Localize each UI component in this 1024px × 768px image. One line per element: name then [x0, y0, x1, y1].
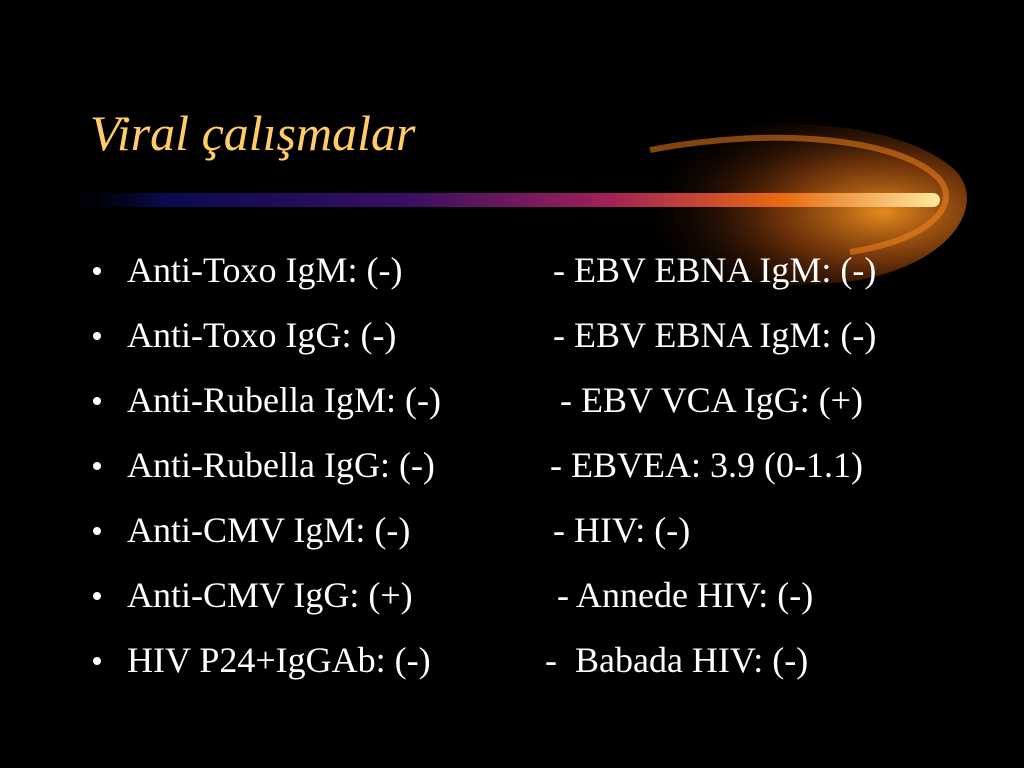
- swoosh-edge: [649, 134, 949, 255]
- bullet: [93, 527, 101, 535]
- bullet: [93, 592, 101, 600]
- item-left: Anti-Rubella IgM: (-): [127, 380, 441, 420]
- item-left: Anti-Toxo IgM: (-): [127, 250, 402, 290]
- item-right: - EBV VCA IgG: (+): [560, 380, 863, 420]
- bullet: [93, 397, 101, 405]
- item-right: - EBV EBNA IgM: (-): [553, 250, 876, 290]
- item-left: HIV P24+IgGAb: (-): [127, 640, 431, 680]
- item-left: Anti-Rubella IgG: (-): [127, 445, 435, 485]
- item-left: Anti-CMV IgG: (+): [127, 575, 413, 615]
- item-left: Anti-Toxo IgG: (-): [127, 315, 396, 355]
- bullet: [93, 657, 101, 665]
- item-right: - EBV EBNA IgM: (-): [553, 315, 876, 355]
- item-right: - Babada HIV: (-): [545, 640, 808, 680]
- beam: [60, 193, 940, 207]
- item-right: - EBVEA: 3.9 (0-1.1): [550, 445, 863, 485]
- item-right: - Annede HIV: (-): [557, 575, 813, 615]
- title: Viral çalışmalar: [90, 105, 416, 161]
- item-right: - HIV: (-): [553, 510, 690, 550]
- bullet: [93, 267, 101, 275]
- bullet: [93, 462, 101, 470]
- item-left: Anti-CMV IgM: (-): [127, 510, 410, 550]
- bullet: [93, 332, 101, 340]
